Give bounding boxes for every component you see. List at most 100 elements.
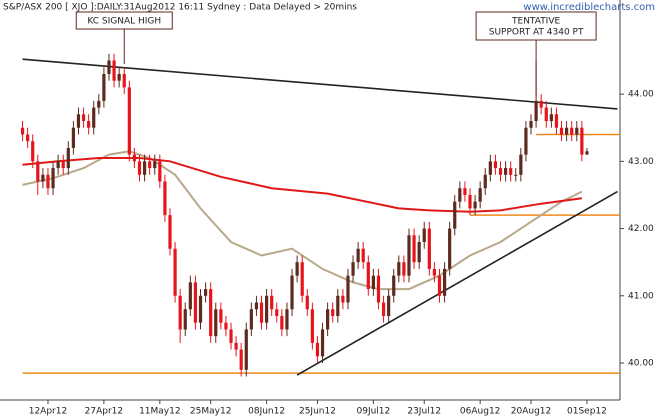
trendline xyxy=(296,190,618,376)
candle-body xyxy=(514,174,518,176)
candle-body xyxy=(478,188,482,202)
candle-body xyxy=(498,168,503,175)
candle-body xyxy=(473,201,477,209)
candle-body xyxy=(356,248,360,263)
candle-body xyxy=(265,295,269,323)
candle-body xyxy=(244,329,248,370)
candle-body xyxy=(31,141,35,162)
candle-body xyxy=(493,161,498,169)
candle-body xyxy=(280,315,284,330)
candle-body xyxy=(61,161,65,169)
candle-body xyxy=(198,295,203,323)
candle-body xyxy=(92,107,96,128)
candle-body xyxy=(178,295,182,330)
candle-body xyxy=(463,188,467,195)
candle-body xyxy=(422,228,426,243)
candle-body xyxy=(81,114,86,122)
candle-body xyxy=(26,134,30,142)
candle-body xyxy=(361,248,365,263)
candle-body xyxy=(376,275,381,303)
candle-body xyxy=(56,161,60,169)
candle-body xyxy=(554,114,559,128)
candle-body xyxy=(524,127,528,155)
source: www.incrediblecharts.com xyxy=(523,2,655,13)
candle-body xyxy=(87,121,91,128)
candle-body xyxy=(117,73,121,81)
candle-body xyxy=(163,181,167,216)
candle-body xyxy=(229,329,233,343)
candle-body xyxy=(442,268,447,296)
candle-body xyxy=(203,289,208,296)
candle-body xyxy=(397,262,401,276)
candle-body xyxy=(148,161,152,169)
candle-body xyxy=(483,174,487,189)
candle-body xyxy=(346,275,350,303)
candle-body xyxy=(295,262,299,276)
y-tick-label: 41.00 xyxy=(628,291,654,301)
candle-body xyxy=(173,248,177,296)
y-tick-label: 43.00 xyxy=(628,157,654,167)
x-tick-label: 11May12 xyxy=(139,407,181,417)
candle-body xyxy=(366,262,370,290)
candle-body xyxy=(249,309,253,330)
candle-body xyxy=(381,302,386,316)
candle-body xyxy=(97,100,101,108)
candle-body xyxy=(209,289,213,337)
candle-body xyxy=(270,295,274,310)
candle-body xyxy=(458,188,462,202)
candle-body xyxy=(158,161,162,182)
candle-body xyxy=(417,242,421,263)
candle-body xyxy=(20,127,25,135)
y-tick-label: 40.00 xyxy=(628,359,654,369)
candle-body xyxy=(503,168,508,175)
candle-body xyxy=(239,349,243,370)
candle-body xyxy=(453,201,457,229)
candle-body xyxy=(76,114,81,128)
x-tick-label: 01Sep12 xyxy=(567,407,607,417)
candle-body xyxy=(127,87,131,155)
candle-body xyxy=(102,73,106,101)
candle-body xyxy=(320,329,325,357)
candle-body xyxy=(234,342,238,350)
candle-body xyxy=(224,322,228,330)
candle-body xyxy=(214,309,218,337)
candle-body xyxy=(142,161,147,175)
candle-body xyxy=(275,309,279,316)
moving-average xyxy=(22,150,583,291)
annotation-text: KC SIGNAL HIGH xyxy=(87,17,161,27)
candle-body xyxy=(529,121,533,128)
candle-body xyxy=(137,161,142,175)
x-tick-label: 25Jun12 xyxy=(299,407,336,417)
candle-body xyxy=(371,275,375,290)
candle-body xyxy=(290,275,294,310)
candle-body xyxy=(122,73,126,88)
candle-body xyxy=(402,262,406,276)
candle-body xyxy=(585,151,589,155)
candle-body xyxy=(300,262,304,296)
candle-body xyxy=(132,154,137,162)
candle-body xyxy=(575,127,579,135)
moving-average xyxy=(22,157,583,213)
x-tick-label: 12Apr12 xyxy=(29,407,67,417)
candle-body xyxy=(188,282,192,310)
candle-body xyxy=(36,161,40,182)
candle-body xyxy=(519,154,523,175)
candle-body xyxy=(432,268,437,276)
candle-body xyxy=(448,228,452,269)
candle-body xyxy=(407,235,411,276)
x-tick-label: 25May12 xyxy=(190,407,232,417)
annotation: KC SIGNAL HIGH xyxy=(75,11,173,64)
candle-body xyxy=(437,275,442,296)
candle-body xyxy=(412,235,416,263)
candle-body xyxy=(193,282,198,323)
x-tick-label: 23Jul12 xyxy=(407,407,441,417)
candle-body xyxy=(254,302,259,310)
candle-body xyxy=(544,107,548,122)
candle-body xyxy=(183,309,187,330)
y-tick-label: 44.00 xyxy=(628,90,654,100)
candle-body xyxy=(387,295,391,316)
annotation-text: SUPPORT AT 4340 PT xyxy=(489,28,584,38)
candle-body xyxy=(305,295,309,310)
candle-body xyxy=(565,127,569,135)
